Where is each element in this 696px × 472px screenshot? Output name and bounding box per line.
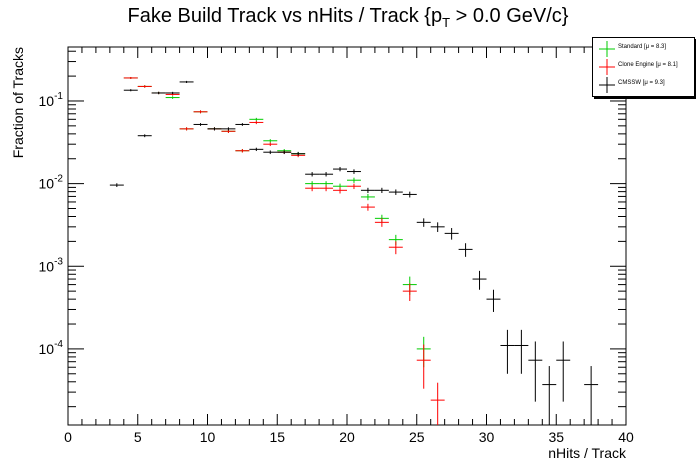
data-point-cmssw [347,169,361,174]
y-tick-label: 10-2 [39,174,64,192]
x-tick-label: 0 [64,429,72,445]
data-point-standard [165,96,180,99]
data-point-cmssw [542,366,557,425]
data-point-clone-engine [402,283,417,301]
data-point-clone-engine [416,344,431,389]
data-point-cmssw [584,366,599,425]
data-point-cmssw [109,183,124,188]
data-point-cmssw [277,150,292,155]
data-point-cmssw [374,187,389,194]
y-axis-label: Fraction of Tracks [10,47,26,158]
x-tick-label: 35 [548,429,564,445]
y-tick-label: 10-3 [39,256,64,274]
data-point-clone-engine [360,203,375,211]
data-point-clone-engine [347,183,361,190]
data-point-cmssw [514,329,529,374]
legend-entry-clone-engine: Clone Engine [μ = 8.1] [593,58,694,76]
data-point-cmssw [193,123,208,126]
data-point-standard [305,181,320,187]
data-point-cmssw [179,80,194,84]
data-point-cmssw [556,341,571,402]
data-point-cmssw [500,329,515,374]
legend-marker-cmssw [599,77,615,93]
data-point-cmssw [388,189,403,195]
data-point-cmssw [416,218,431,227]
data-point-standard [360,193,375,201]
x-tick-label: 15 [269,429,285,445]
data-point-cmssw [151,91,166,95]
data-point-cmssw [319,172,334,177]
legend-entry-standard: Standard [μ = 8.3] [593,40,694,58]
data-point-clone-engine [137,85,152,88]
data-point-clone-engine [430,382,445,425]
legend-label-clone-engine: Clone Engine [μ = 8.1] [618,62,678,68]
data-point-cmssw [333,166,347,172]
data-point-cmssw [486,289,501,312]
legend-label-standard: Standard [μ = 8.3] [618,44,666,50]
plot-frame-layer [67,46,627,426]
legend-marker-standard [599,41,615,57]
data-point-clone-engine [305,185,320,192]
plot-frame [67,46,627,426]
data-point-cmssw [221,127,236,131]
data-point-cmssw [263,150,278,155]
data-point-cmssw [137,134,152,138]
data-point-cmssw [123,89,138,92]
data-point-clone-engine [333,187,347,194]
data-point-cmssw [207,127,222,131]
series-cmssw [109,80,599,425]
data-point-clone-engine [319,185,334,192]
x-tick-label: 5 [134,429,142,445]
chart-title-tail: > 0.0 GeV/c} [450,5,569,27]
y-tick-label: 10-4 [39,339,64,357]
data-point-cmssw [402,191,417,198]
data-point-cmssw [249,147,264,152]
data-point-cmssw [458,243,473,257]
data-point-clone-engine [179,127,194,131]
data-point-standard [249,117,264,121]
data-point-cmssw [305,172,320,177]
x-tick-label: 40 [618,429,634,445]
legend-marker-clone-engine [599,59,615,75]
legend-label-cmssw: CMSSW [μ = 9.3] [618,80,665,86]
legend-entry-cmssw: CMSSW [μ = 9.3] [593,76,694,94]
data-point-clone-engine [388,241,403,255]
data-point-cmssw [235,123,250,126]
data-point-clone-engine [263,142,278,147]
data-point-clone-engine [193,110,208,114]
data-point-cmssw [444,228,459,240]
x-tick-label: 20 [339,429,355,445]
x-tick-label: 10 [200,429,216,445]
data-point-cmssw [165,91,180,95]
x-axis-label: nHits / Track [548,445,627,461]
y-tick-label: 10-1 [39,91,64,109]
data-point-standard [319,181,334,187]
data-point-clone-engine [249,120,264,125]
data-points-layer [109,77,599,425]
chart-title-subscript: T [442,15,451,30]
data-point-clone-engine [235,149,250,153]
legend: Standard [μ = 8.3] Clone Engine [μ = 8.1… [592,37,695,97]
x-tick-label: 30 [479,429,495,445]
data-point-cmssw [430,222,445,232]
data-point-cmssw [291,151,306,156]
data-point-standard [263,139,278,143]
data-point-standard [347,177,361,183]
axis-ticks-layer: 0 5 10 15 20 25 30 35 40 10-1 10-2 10-3 10-4 [39,47,634,445]
series-clone-engine [123,77,445,425]
data-point-cmssw [528,341,543,402]
x-tick-label: 25 [409,429,425,445]
data-point-clone-engine [123,77,138,79]
data-point-cmssw [472,270,487,290]
data-point-clone-engine [374,218,389,227]
chart-title-main: Fake Build Track vs nHits / Track {p [127,5,443,27]
chart-title: Fake Build Track vs nHits / Track {pT > … [0,5,696,30]
data-point-cmssw [360,187,375,194]
